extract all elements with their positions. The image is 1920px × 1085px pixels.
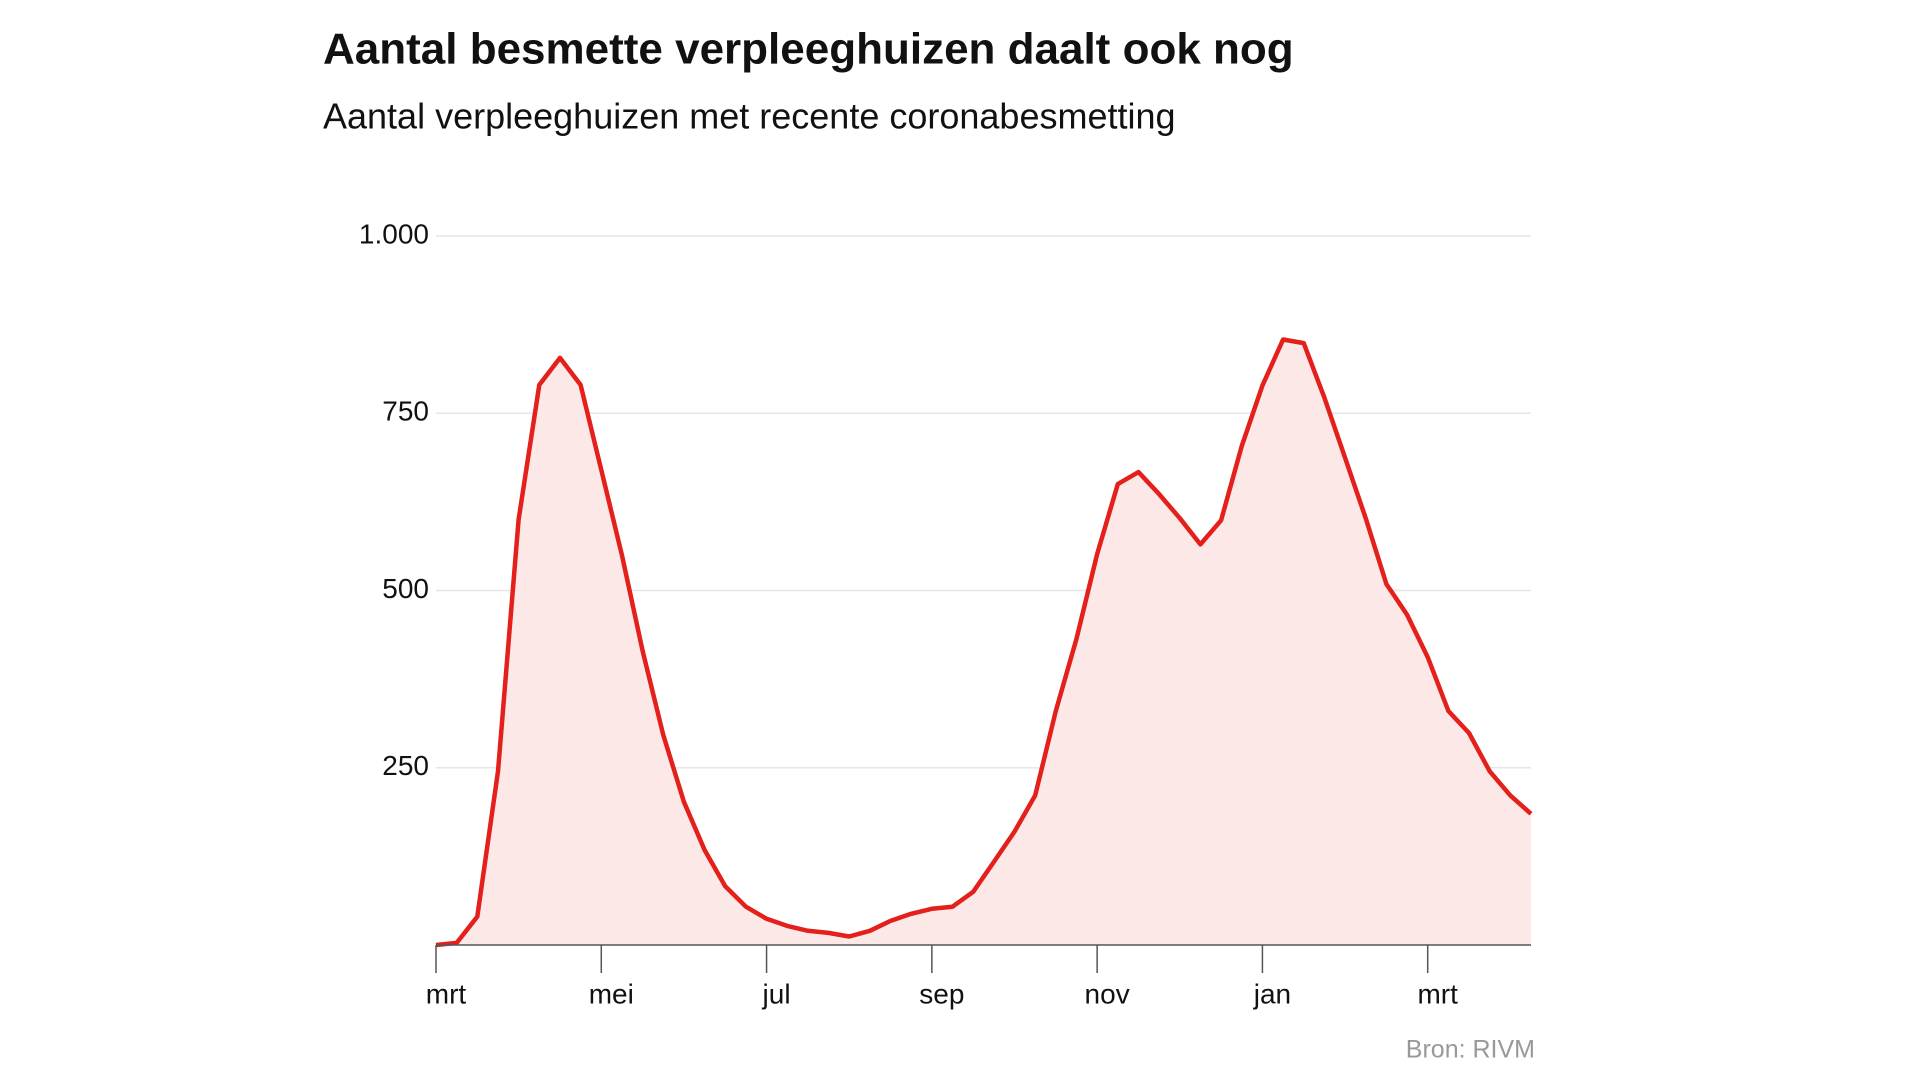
x-tick-label: mrt: [1417, 978, 1458, 1009]
y-tick-label: 500: [382, 573, 429, 604]
x-tick-label: sep: [919, 978, 964, 1009]
x-tick-label: mrt: [426, 978, 467, 1009]
x-tick-label: nov: [1085, 978, 1130, 1009]
source: Bron: RIVM: [1406, 1036, 1535, 1064]
chart-title: Aantal besmette verpleeghuizen daalt ook…: [323, 25, 1294, 74]
chart-subtitle: Aantal verpleeghuizen met recente corona…: [323, 96, 1176, 137]
x-tick-label: jul: [762, 978, 791, 1009]
area: [436, 339, 1531, 945]
x-tick-label: mei: [589, 978, 634, 1009]
line: [435, 337, 1533, 948]
y-tick-label: 250: [382, 750, 429, 781]
x-tick-label: jan: [1253, 978, 1291, 1009]
y-tick-label: 750: [382, 396, 429, 427]
y-tick-label: 1.000: [359, 218, 429, 249]
